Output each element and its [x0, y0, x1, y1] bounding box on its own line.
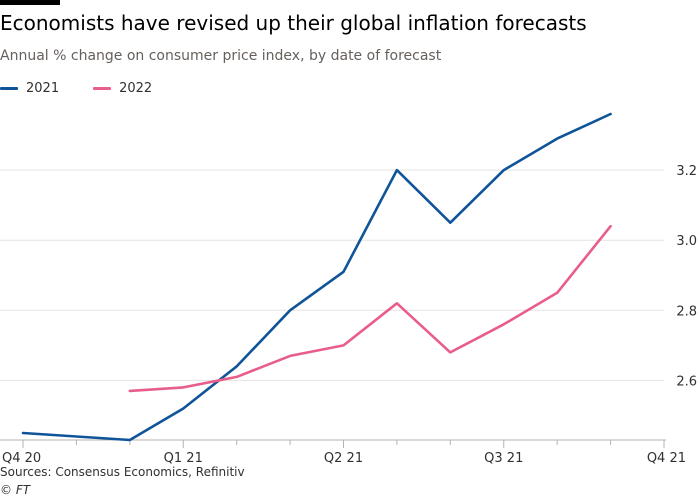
series-line-2022	[128, 224, 612, 393]
legend-label-2022: 2022	[119, 80, 153, 96]
y-tick-label-1: 2.8	[676, 304, 697, 319]
y-axis-labels: 2.6 2.8 3.0 3.2	[676, 164, 697, 389]
series-lines	[21, 112, 612, 442]
x-axis: Q4 20 Q1 21 Q2 21 Q3 21 Q4 21	[0, 439, 686, 466]
x-tick-label-2: Q2 21	[324, 451, 363, 466]
legend-item-2022: 2022	[93, 81, 152, 96]
credit-note: © FT	[0, 483, 31, 497]
source-note: Sources: Consensus Economics, Refinitiv	[0, 465, 245, 479]
legend-item-2021: 2021	[0, 81, 59, 96]
brand-bar	[0, 0, 60, 5]
x-tick-label-3: Q3 21	[484, 451, 523, 466]
y-tick-label-2: 3.0	[676, 234, 697, 249]
y-tick-label-0: 2.6	[676, 374, 697, 389]
chart-subtitle: Annual % change on consumer price index,…	[0, 48, 442, 64]
series-line-2021	[21, 112, 612, 442]
grid-lines	[0, 169, 664, 381]
legend-swatch-2021	[0, 86, 18, 90]
chart-legend: 2021 2022	[0, 78, 186, 98]
chart-title: Economists have revised up their global …	[0, 11, 587, 35]
legend-label-2021: 2021	[26, 80, 60, 96]
x-tick-label-4: Q4 21	[647, 451, 686, 466]
x-tick-label-1: Q1 21	[164, 451, 203, 466]
y-tick-label-3: 3.2	[676, 164, 697, 179]
legend-swatch-2022	[93, 86, 112, 90]
x-tick-label-0: Q4 20	[2, 451, 41, 466]
